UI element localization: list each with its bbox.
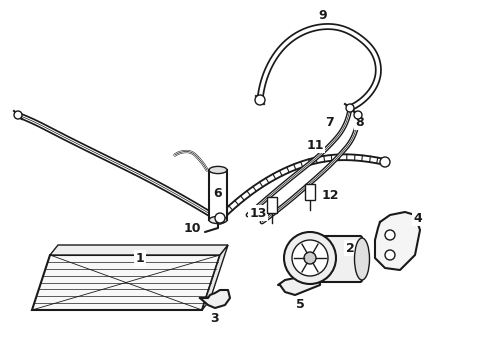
Text: 2: 2 — [345, 242, 354, 255]
Text: 7: 7 — [326, 116, 334, 129]
Circle shape — [216, 216, 224, 224]
Polygon shape — [202, 245, 228, 310]
Circle shape — [380, 157, 390, 167]
Circle shape — [284, 232, 336, 284]
Polygon shape — [50, 245, 228, 255]
Text: 11: 11 — [306, 139, 324, 152]
Ellipse shape — [209, 216, 227, 224]
Bar — [267, 197, 277, 213]
Text: 10: 10 — [183, 221, 201, 234]
Circle shape — [215, 213, 225, 223]
Ellipse shape — [354, 238, 369, 280]
FancyBboxPatch shape — [303, 236, 362, 282]
Text: 1: 1 — [136, 252, 145, 265]
Circle shape — [304, 252, 316, 264]
Text: 12: 12 — [321, 189, 339, 202]
Text: 3: 3 — [210, 311, 219, 324]
Circle shape — [385, 230, 395, 240]
Polygon shape — [375, 212, 420, 270]
Circle shape — [14, 111, 22, 119]
Circle shape — [346, 104, 354, 112]
Text: 9: 9 — [318, 9, 327, 22]
Text: 13: 13 — [249, 207, 267, 220]
Bar — [305, 184, 315, 200]
Text: 6: 6 — [214, 186, 222, 199]
Ellipse shape — [209, 166, 227, 174]
Text: 4: 4 — [414, 212, 422, 225]
Circle shape — [385, 250, 395, 260]
Bar — [209, 170, 227, 220]
Circle shape — [255, 95, 265, 105]
Circle shape — [292, 240, 328, 276]
Text: 5: 5 — [295, 298, 304, 311]
Polygon shape — [200, 290, 230, 308]
Circle shape — [354, 111, 362, 119]
Polygon shape — [278, 275, 320, 295]
Polygon shape — [32, 255, 220, 310]
Text: 8: 8 — [356, 116, 364, 129]
